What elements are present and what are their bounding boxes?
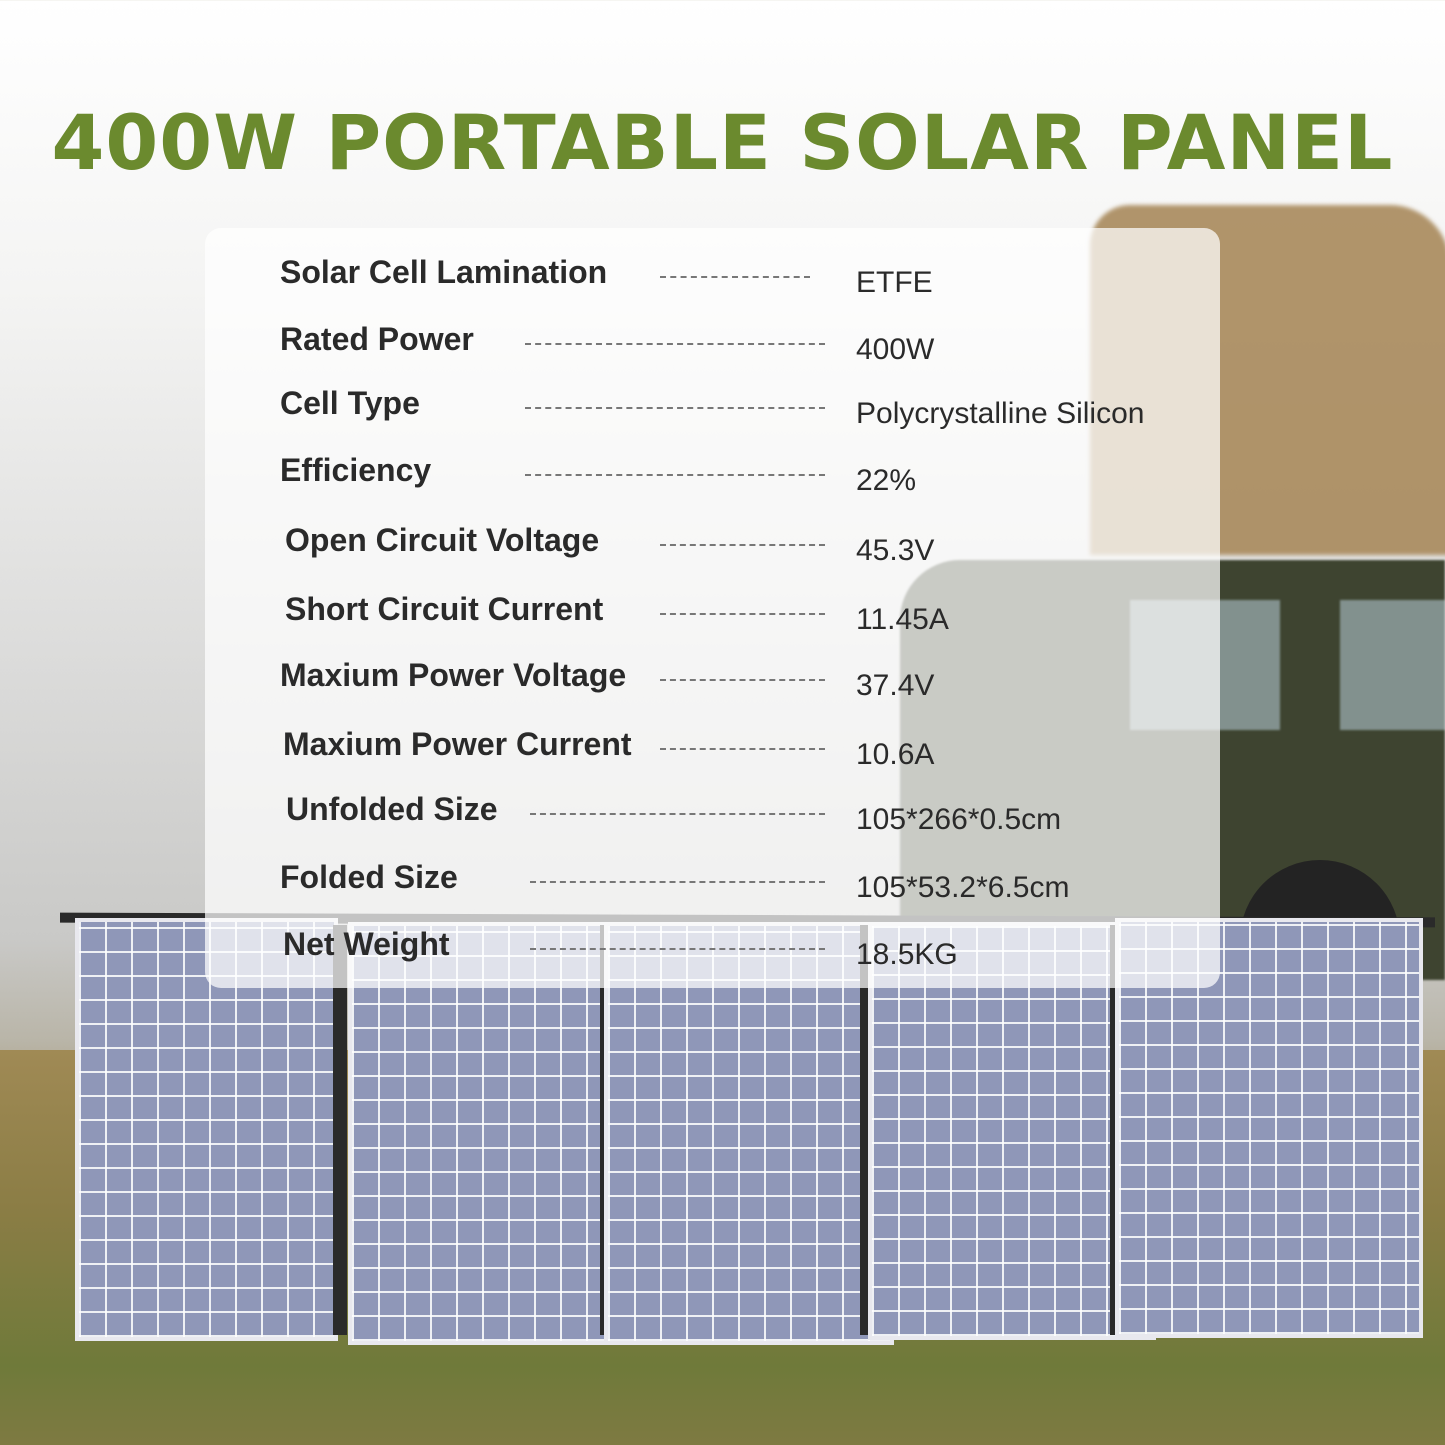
spec-label: Folded Size xyxy=(280,859,458,895)
spec-label: Maxium Power Voltage xyxy=(280,657,627,693)
spec-label: Unfolded Size xyxy=(286,791,498,827)
solar-panel xyxy=(868,922,1156,1340)
divider xyxy=(660,544,825,546)
spec-row: Maxium Power Current 10.6A xyxy=(205,726,1220,771)
spec-value: 10.6A xyxy=(856,738,935,771)
spec-value: 400W xyxy=(856,333,935,366)
divider xyxy=(530,948,825,950)
divider xyxy=(660,679,825,681)
divider xyxy=(530,813,825,815)
spec-value: 105*53.2*6.5cm xyxy=(856,871,1070,904)
spec-row: Open Circuit Voltage 45.3V xyxy=(205,522,1220,567)
divider xyxy=(660,276,810,278)
spec-row: Net Weight 18.5KG xyxy=(205,926,1220,971)
spec-label: Maxium Power Current xyxy=(283,726,632,762)
spec-value: 22% xyxy=(856,464,917,497)
spec-label: Efficiency xyxy=(280,452,432,488)
solar-panel xyxy=(604,922,894,1345)
spec-row: Folded Size 105*53.2*6.5cm xyxy=(205,859,1220,904)
spec-label: Open Circuit Voltage xyxy=(285,522,600,558)
divider xyxy=(530,881,825,883)
solar-panel xyxy=(1115,918,1423,1338)
spec-label: Net Weight xyxy=(283,926,450,962)
spec-value: Polycrystalline Silicon xyxy=(856,397,1145,430)
spec-row: Rated Power 400W xyxy=(205,321,1220,366)
spec-row: Efficiency 22% xyxy=(205,452,1220,497)
spec-value: 45.3V xyxy=(856,534,935,567)
spec-label: Short Circuit Current xyxy=(285,591,604,627)
spec-table: Solar Cell Lamination ETFE Rated Power 400… xyxy=(205,228,1220,988)
spec-row: Unfolded Size 105*266*0.5cm xyxy=(205,791,1220,836)
spec-row: Solar Cell Lamination ETFE xyxy=(205,254,1220,299)
spec-label: Rated Power xyxy=(280,321,474,357)
spec-value: 37.4V xyxy=(856,669,935,702)
spec-row: Cell Type Polycrystalline Silicon xyxy=(205,385,1220,430)
spec-label: Solar Cell Lamination xyxy=(280,254,608,290)
divider xyxy=(525,407,825,409)
spec-row: Short Circuit Current 11.45A xyxy=(205,591,1220,636)
spec-label: Cell Type xyxy=(280,385,420,421)
divider xyxy=(525,474,825,476)
spec-value: ETFE xyxy=(856,266,933,299)
solar-panel xyxy=(348,922,611,1345)
spec-value: 105*266*0.5cm xyxy=(856,803,1062,836)
divider xyxy=(525,343,825,345)
divider xyxy=(660,748,825,750)
spec-row: Maxium Power Voltage 37.4V xyxy=(205,657,1220,702)
spec-value: 18.5KG xyxy=(856,938,958,971)
divider xyxy=(660,613,825,615)
spec-value: 11.45A xyxy=(856,603,949,636)
page-title: 400W PORTABLE SOLAR PANEL xyxy=(51,98,1394,187)
